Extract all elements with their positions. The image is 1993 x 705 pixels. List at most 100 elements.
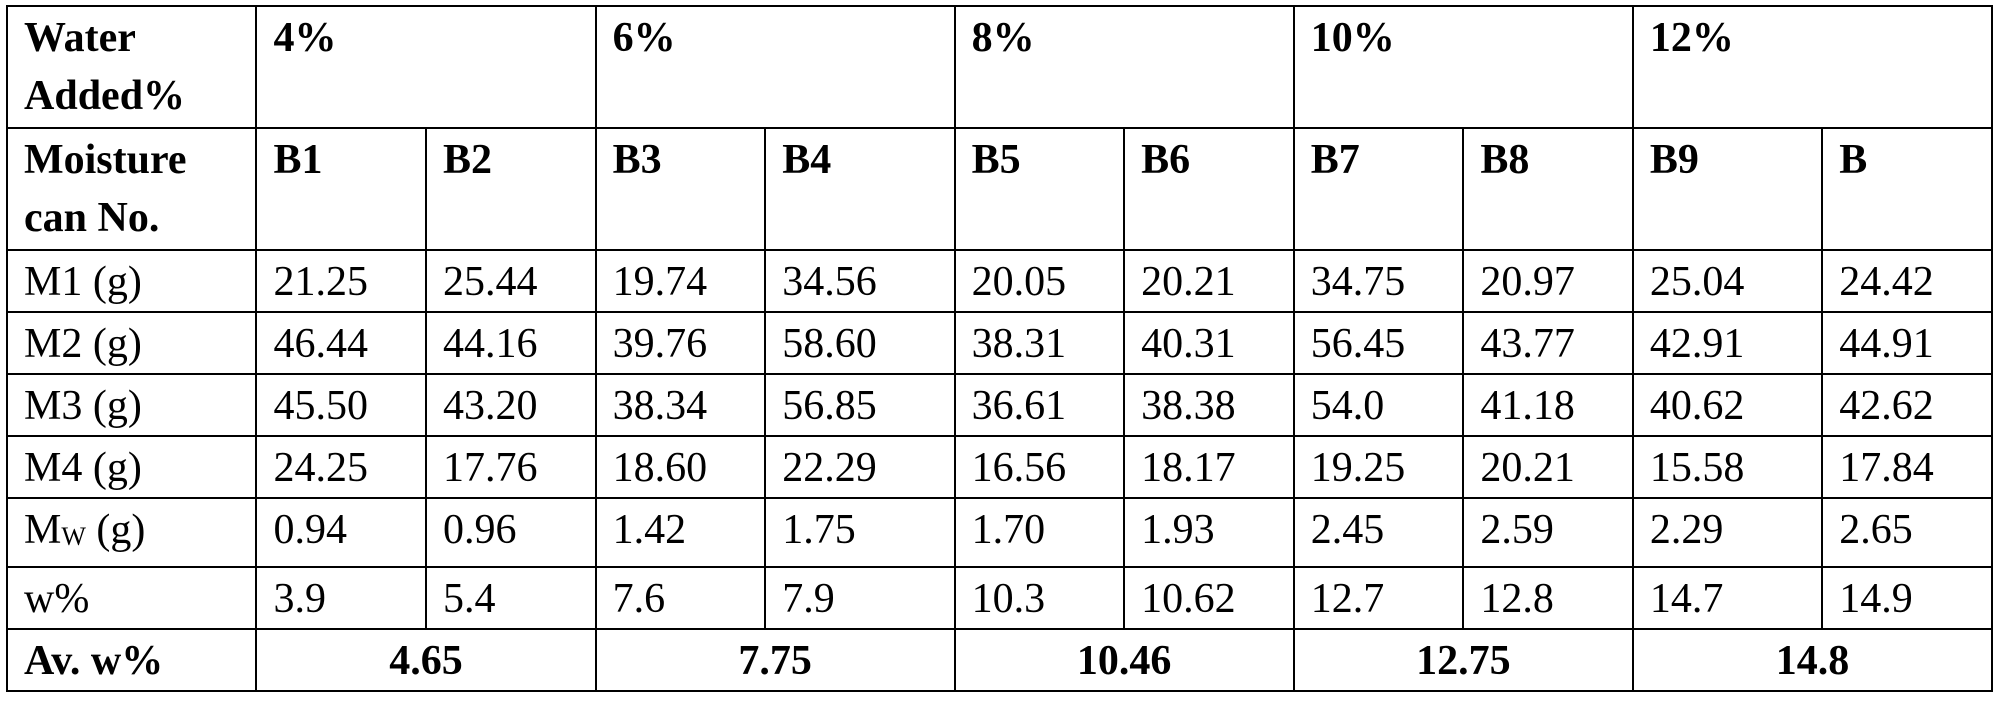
table-cell: 5.4 bbox=[425, 566, 597, 630]
can-number-cell: B2 bbox=[425, 127, 597, 251]
row-label-unit: (g) bbox=[85, 507, 146, 553]
water-added-cell: 6% bbox=[594, 5, 956, 129]
table-cell: 2.29 bbox=[1631, 497, 1824, 568]
row-label: M3 (g) bbox=[5, 373, 258, 437]
average-row: Av. w% 4.65 7.75 10.46 12.75 14.8 bbox=[5, 628, 1993, 692]
row-label: M4 (g) bbox=[5, 435, 258, 499]
table-cell: 20.21 bbox=[1462, 435, 1634, 499]
table-cell: 17.84 bbox=[1821, 435, 1993, 499]
row-label: w% bbox=[5, 566, 258, 630]
table-cell: 34.56 bbox=[764, 249, 956, 313]
can-number-cell: B3 bbox=[594, 127, 767, 251]
table-cell: 45.50 bbox=[255, 373, 428, 437]
table-row: w% 3.9 5.4 7.6 7.9 10.3 10.62 12.7 12.8 … bbox=[5, 566, 1993, 630]
table-cell: 7.6 bbox=[594, 566, 767, 630]
table-row: MW (g) 0.94 0.96 1.42 1.75 1.70 1.93 2.4… bbox=[5, 497, 1993, 568]
can-number-cell: B7 bbox=[1292, 127, 1465, 251]
table-cell: 19.74 bbox=[594, 249, 767, 313]
table-cell: 44.16 bbox=[425, 311, 597, 375]
row-label: M1 (g) bbox=[5, 249, 258, 313]
table-cell: 17.76 bbox=[425, 435, 597, 499]
table-cell: 0.96 bbox=[425, 497, 597, 568]
table-cell: 12.7 bbox=[1292, 566, 1465, 630]
table-cell: 2.59 bbox=[1462, 497, 1634, 568]
table-cell: 40.31 bbox=[1123, 311, 1295, 375]
table-cell: 19.25 bbox=[1292, 435, 1465, 499]
table-cell: 34.75 bbox=[1292, 249, 1465, 313]
table-cell: 10.3 bbox=[953, 566, 1126, 630]
table-cell: 18.17 bbox=[1123, 435, 1295, 499]
table-cell: 42.91 bbox=[1631, 311, 1824, 375]
table-cell: 20.21 bbox=[1123, 249, 1295, 313]
average-value: 14.8 bbox=[1631, 628, 1993, 692]
moisture-can-row: Moisture can No. B1 B2 B3 B4 B5 B6 B7 B8… bbox=[5, 127, 1993, 251]
can-number-cell: B bbox=[1821, 127, 1993, 251]
row-label-subscript: W bbox=[61, 522, 86, 551]
table-cell: 12.8 bbox=[1462, 566, 1634, 630]
water-added-cell: 8% bbox=[953, 5, 1295, 129]
table-cell: 1.75 bbox=[764, 497, 956, 568]
water-added-row: Water Added% 4% 6% 8% 10% 12% bbox=[5, 5, 1993, 129]
water-added-cell: 12% bbox=[1631, 5, 1993, 129]
row-label: M2 (g) bbox=[5, 311, 258, 375]
table-cell: 22.29 bbox=[764, 435, 956, 499]
table-cell: 24.42 bbox=[1821, 249, 1993, 313]
table-cell: 25.44 bbox=[425, 249, 597, 313]
table-cell: 0.94 bbox=[255, 497, 428, 568]
table-cell: 20.05 bbox=[953, 249, 1126, 313]
table-cell: 18.60 bbox=[594, 435, 767, 499]
table-cell: 44.91 bbox=[1821, 311, 1993, 375]
table-cell: 10.62 bbox=[1123, 566, 1295, 630]
table-cell: 56.45 bbox=[1292, 311, 1465, 375]
table-cell: 58.60 bbox=[764, 311, 956, 375]
table-cell: 14.7 bbox=[1631, 566, 1824, 630]
water-added-label: Water Added% bbox=[5, 5, 258, 129]
table-cell: 25.04 bbox=[1631, 249, 1824, 313]
table-row: M3 (g) 45.50 43.20 38.34 56.85 36.61 38.… bbox=[5, 373, 1993, 437]
table-cell: 41.18 bbox=[1462, 373, 1634, 437]
can-number-cell: B8 bbox=[1462, 127, 1634, 251]
row-label: MW (g) bbox=[5, 497, 258, 568]
table-cell: 56.85 bbox=[764, 373, 956, 437]
can-number-cell: B1 bbox=[255, 127, 428, 251]
table-cell: 42.62 bbox=[1821, 373, 1993, 437]
table-row: M1 (g) 21.25 25.44 19.74 34.56 20.05 20.… bbox=[5, 249, 1993, 313]
average-value: 7.75 bbox=[594, 628, 956, 692]
table-cell: 24.25 bbox=[255, 435, 428, 499]
table-cell: 1.93 bbox=[1123, 497, 1295, 568]
table-cell: 16.56 bbox=[953, 435, 1126, 499]
table-row: M4 (g) 24.25 17.76 18.60 22.29 16.56 18.… bbox=[5, 435, 1993, 499]
table-cell: 38.34 bbox=[594, 373, 767, 437]
table-cell: 43.20 bbox=[425, 373, 597, 437]
average-value: 12.75 bbox=[1292, 628, 1634, 692]
can-number-cell: B5 bbox=[953, 127, 1126, 251]
table-cell: 43.77 bbox=[1462, 311, 1634, 375]
table-row: M2 (g) 46.44 44.16 39.76 58.60 38.31 40.… bbox=[5, 311, 1993, 375]
table-cell: 54.0 bbox=[1292, 373, 1465, 437]
table-cell: 1.70 bbox=[953, 497, 1126, 568]
table-cell: 15.58 bbox=[1631, 435, 1824, 499]
table-cell: 14.9 bbox=[1821, 566, 1993, 630]
moisture-can-label: Moisture can No. bbox=[5, 127, 258, 251]
table-cell: 36.61 bbox=[953, 373, 1126, 437]
table-cell: 39.76 bbox=[594, 311, 767, 375]
average-label: Av. w% bbox=[5, 628, 258, 692]
average-value: 4.65 bbox=[255, 628, 597, 692]
water-added-cell: 4% bbox=[255, 5, 597, 129]
water-added-cell: 10% bbox=[1292, 5, 1634, 129]
table-cell: 21.25 bbox=[255, 249, 428, 313]
moisture-content-table: Water Added% 4% 6% 8% 10% 12% Moisture c… bbox=[5, 5, 1993, 692]
table-cell: 46.44 bbox=[255, 311, 428, 375]
table-cell: 1.42 bbox=[594, 497, 767, 568]
can-number-cell: B9 bbox=[1631, 127, 1824, 251]
table-cell: 3.9 bbox=[255, 566, 428, 630]
table-cell: 20.97 bbox=[1462, 249, 1634, 313]
table-cell: 2.65 bbox=[1821, 497, 1993, 568]
table-cell: 38.38 bbox=[1123, 373, 1295, 437]
can-number-cell: B6 bbox=[1123, 127, 1295, 251]
row-label-main: M bbox=[24, 507, 62, 553]
table-cell: 2.45 bbox=[1292, 497, 1465, 568]
table-cell: 40.62 bbox=[1631, 373, 1824, 437]
average-value: 10.46 bbox=[953, 628, 1295, 692]
can-number-cell: B4 bbox=[764, 127, 956, 251]
